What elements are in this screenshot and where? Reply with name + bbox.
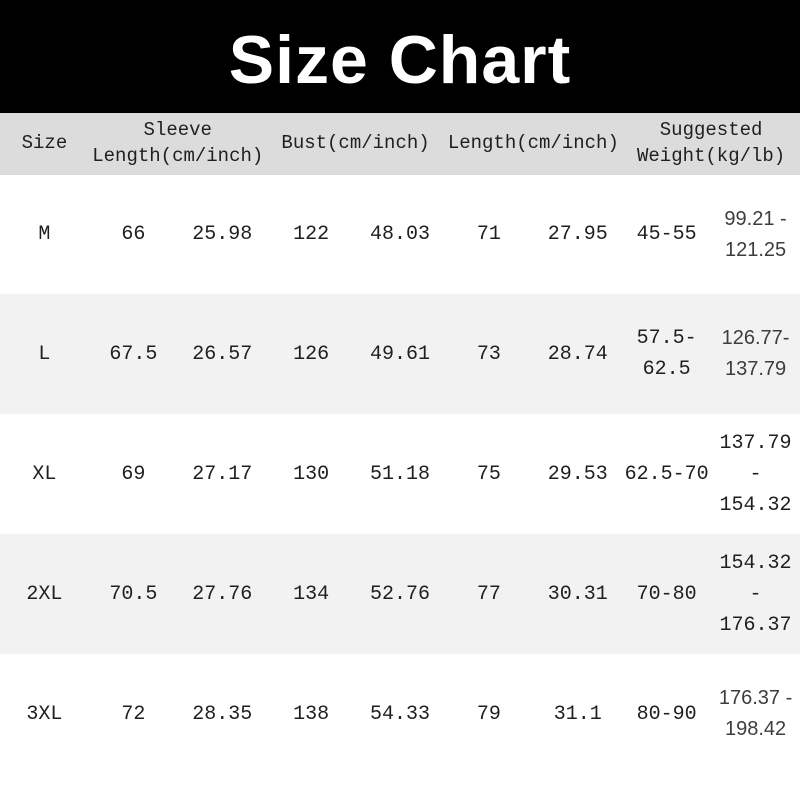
cell-weight-lb: 99.21 - 121.25 xyxy=(724,207,787,261)
cell-sleeve-inch: 27.17 xyxy=(192,462,253,486)
table-row-3xl: 3XL 72 28.35 138 54.33 79 31.1 80-90 176… xyxy=(0,654,800,774)
cell-weight-kg: 80-90 xyxy=(636,702,697,726)
cell-weight-kg: 70-80 xyxy=(636,582,697,606)
cell-bust-inch: 52.76 xyxy=(369,582,430,606)
cell-length-inch: 29.53 xyxy=(547,462,608,486)
cell-length-cm: 73 xyxy=(476,342,501,366)
cell-sleeve-cm: 70.5 xyxy=(109,582,158,606)
cell-length-cm: 77 xyxy=(476,582,501,606)
cell-sleeve-cm: 69 xyxy=(121,462,146,486)
cell-length-cm: 71 xyxy=(476,223,501,246)
cell-length-cm: 79 xyxy=(476,702,501,726)
cell-weight-lb: 137.79 - 154.32 xyxy=(719,431,792,517)
cell-bust-inch: 54.33 xyxy=(369,702,430,726)
cell-bust-inch: 48.03 xyxy=(369,223,430,246)
cell-sleeve-cm: 67.5 xyxy=(109,342,158,366)
cell-weight-kg: 45-55 xyxy=(636,223,697,246)
cell-length-inch: 30.31 xyxy=(547,582,608,606)
cell-length-inch: 31.1 xyxy=(553,702,602,726)
cell-weight-kg: 57.5-62.5 xyxy=(636,327,697,381)
cell-length-inch: 28.74 xyxy=(547,342,608,366)
cell-bust-cm: 122 xyxy=(293,223,330,246)
cell-sleeve-cm: 66 xyxy=(121,223,146,246)
table-row-xl: XL 69 27.17 130 51.18 75 29.53 62.5-70 1… xyxy=(0,414,800,534)
table-row-m: M 66 25.98 122 48.03 71 27.95 45-55 99.2… xyxy=(0,175,800,294)
cell-weight-lb: 126.77-137.79 xyxy=(721,327,790,380)
cell-bust-cm: 130 xyxy=(293,462,330,486)
page-title: Size Chart xyxy=(228,21,572,98)
cell-weight-lb: 176.37 - 198.42 xyxy=(718,687,793,740)
size-table: Size Sleeve Length(cm/inch) Bust(cm/inch… xyxy=(0,113,800,774)
cell-bust-cm: 134 xyxy=(293,582,330,606)
column-header-bust: Bust(cm/inch) xyxy=(281,132,430,155)
cell-bust-cm: 126 xyxy=(293,342,330,366)
cell-size: XL xyxy=(32,462,57,486)
cell-length-inch: 27.95 xyxy=(547,223,608,246)
cell-sleeve-inch: 26.57 xyxy=(192,342,253,366)
table-row-l: L 67.5 26.57 126 49.61 73 28.74 57.5-62.… xyxy=(0,294,800,414)
table-row-2xl: 2XL 70.5 27.76 134 52.76 77 30.31 70-80 … xyxy=(0,534,800,654)
column-header-suggested-weight: Suggested Weight(kg/lb) xyxy=(636,119,786,167)
cell-size: L xyxy=(38,342,51,366)
cell-sleeve-inch: 25.98 xyxy=(192,223,253,246)
cell-weight-lb: 154.32 - 176.37 xyxy=(719,551,792,637)
title-banner: Size Chart xyxy=(0,0,800,113)
cell-bust-inch: 49.61 xyxy=(369,342,430,366)
cell-size: M xyxy=(38,223,51,246)
cell-size: 3XL xyxy=(26,702,63,726)
cell-bust-cm: 138 xyxy=(293,702,330,726)
cell-weight-kg: 62.5-70 xyxy=(624,462,709,486)
table-header-row: Size Sleeve Length(cm/inch) Bust(cm/inch… xyxy=(0,113,800,175)
cell-length-cm: 75 xyxy=(476,462,501,486)
column-header-size: Size xyxy=(0,113,89,175)
cell-size: 2XL xyxy=(26,582,63,606)
column-header-length: Length(cm/inch) xyxy=(447,132,619,155)
cell-sleeve-inch: 28.35 xyxy=(192,702,253,726)
cell-bust-inch: 51.18 xyxy=(369,462,430,486)
column-header-sleeve-length: Sleeve Length(cm/inch) xyxy=(92,119,264,167)
cell-sleeve-cm: 72 xyxy=(121,702,146,726)
column-header-size-label: Size xyxy=(21,132,68,155)
cell-sleeve-inch: 27.76 xyxy=(192,582,253,606)
